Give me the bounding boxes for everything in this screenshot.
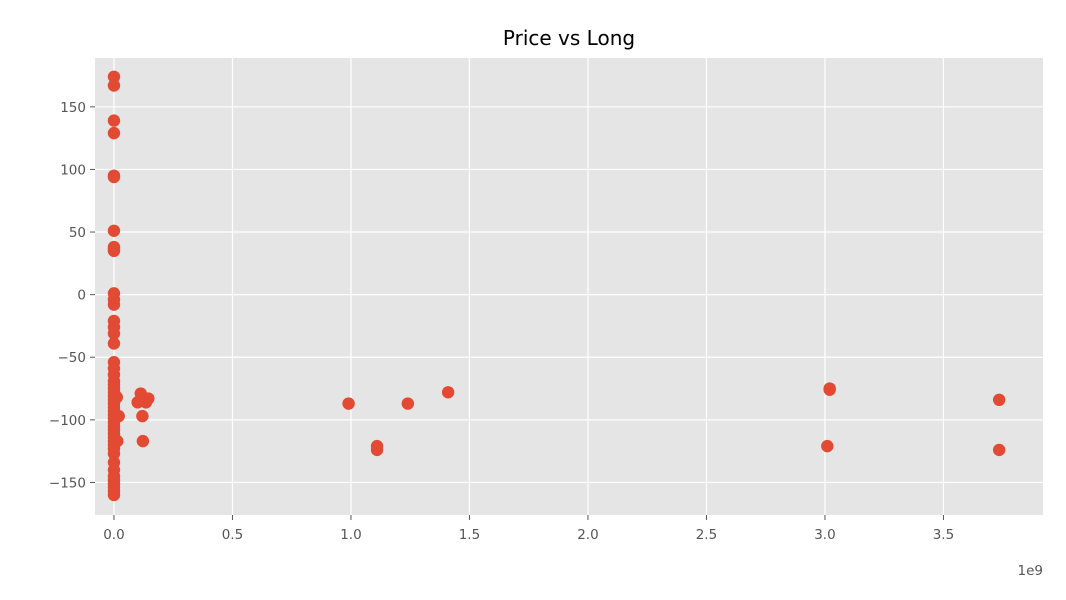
y-tick-label: 100: [60, 162, 86, 178]
x-tick-label: 1.5: [459, 527, 480, 543]
data-point: [823, 383, 836, 396]
data-point: [107, 488, 121, 502]
data-point: [992, 393, 1006, 407]
x-tick-label: 3.5: [933, 527, 954, 543]
y-tick-label: 150: [60, 100, 86, 116]
y-tick-label: −50: [58, 350, 87, 366]
data-point: [107, 126, 121, 140]
y-tick-label: 0: [77, 288, 86, 304]
data-point: [142, 392, 155, 405]
x-tick-label: 2.0: [577, 527, 598, 543]
x-offset-label: 1e9: [1018, 563, 1043, 579]
data-point: [107, 337, 121, 350]
chart-title: Price vs Long: [503, 26, 635, 50]
data-point: [107, 114, 121, 127]
y-tick-label: −150: [49, 475, 86, 491]
data-points: [107, 70, 1006, 502]
data-point: [821, 439, 834, 453]
data-point: [107, 170, 121, 184]
data-point: [992, 443, 1006, 457]
data-point: [401, 397, 415, 410]
data-point: [107, 224, 121, 237]
data-point: [370, 443, 384, 457]
data-point: [111, 434, 124, 448]
data-point: [342, 397, 355, 410]
x-axis: 0.0 0.5 1.0 1.5 2.0 2.5 3.0 3.5: [103, 515, 954, 543]
data-point: [107, 447, 121, 460]
data-point: [110, 391, 124, 404]
data-point: [112, 409, 125, 423]
x-tick-label: 1.0: [340, 527, 361, 543]
x-tick-label: 3.0: [814, 527, 835, 543]
data-point: [441, 386, 455, 399]
data-point: [107, 244, 121, 258]
plot-area: [95, 58, 1043, 515]
x-tick-label: 0.0: [103, 527, 124, 543]
data-point: [107, 298, 121, 311]
grid-lines: [95, 58, 1043, 515]
data-point: [136, 434, 150, 448]
data-point: [107, 327, 121, 340]
y-tick-label: 50: [69, 225, 86, 241]
x-tick-label: 0.5: [222, 527, 243, 543]
y-axis: −150 −100 −50 0 50 100 150: [49, 100, 95, 491]
data-point: [107, 70, 121, 83]
y-tick-label: −100: [49, 413, 86, 429]
data-point: [107, 79, 121, 92]
data-point: [136, 409, 149, 423]
x-tick-label: 2.5: [696, 527, 717, 543]
